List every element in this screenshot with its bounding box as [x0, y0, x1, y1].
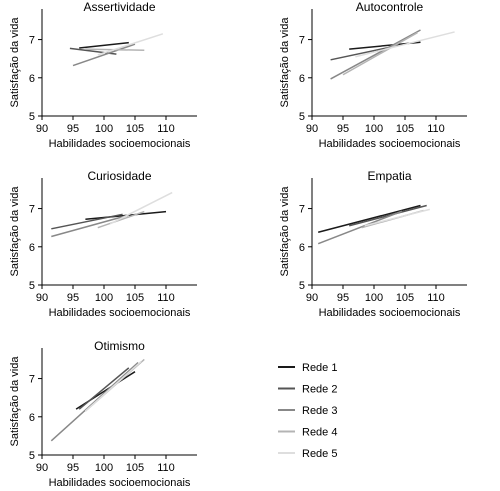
legend-label: Rede 5 [302, 448, 337, 460]
y-axis-title: Satisfação da vida [9, 17, 21, 108]
series-line-rede-5 [355, 31, 455, 58]
panel-title: Autocontrole [356, 0, 424, 14]
x-tick-label: 100 [95, 123, 113, 135]
x-tick-label: 100 [365, 123, 383, 135]
x-axis-title: Habilidades socioemocionais [49, 307, 191, 319]
series-line-rede-4 [97, 210, 145, 229]
y-tick-label: 6 [299, 242, 305, 254]
series-line-rede-5 [109, 191, 173, 225]
series-line-rede-3 [51, 214, 129, 238]
x-tick-label: 90 [36, 292, 48, 304]
x-tick-label: 90 [36, 462, 48, 474]
series-line-rede-5 [364, 208, 430, 227]
x-tick-label: 110 [157, 292, 175, 304]
x-tick-label: 95 [67, 462, 79, 474]
legend-label: Rede 3 [302, 405, 337, 417]
y-tick-label: 7 [299, 35, 305, 47]
x-tick-label: 100 [95, 462, 113, 474]
x-axis-title: Habilidades socioemocionais [319, 307, 461, 319]
panel-5: 90 95 100 105 110 5 6 7 Otimismo Habilidades soci… [9, 339, 197, 489]
legend-item: Rede 1 [278, 362, 337, 374]
legend-label: Rede 2 [302, 384, 337, 396]
x-tick-label: 105 [126, 462, 144, 474]
series-line-rede-4 [342, 32, 418, 76]
x-tick-label: 105 [396, 292, 414, 304]
x-tick-label: 110 [427, 123, 445, 135]
y-tick-label: 6 [29, 412, 35, 424]
chart-legend: Rede 1 Rede 2 Rede 3 Rede 4 Rede 5 [278, 362, 337, 460]
panel-title: Assertividade [83, 0, 155, 14]
x-tick-label: 95 [337, 292, 349, 304]
y-tick-label: 5 [299, 280, 305, 292]
x-tick-label: 110 [157, 123, 175, 135]
panel-2: 90 95 100 105 110 5 6 7 Autocontrole Habilidades … [279, 0, 467, 150]
panel-4: 90 95 100 105 110 5 6 7 Empatia Habilidades socio… [279, 169, 467, 319]
y-axis-title: Satisfação da vida [9, 186, 21, 277]
y-axis-title: Satisfação da vida [279, 186, 291, 277]
x-tick-label: 90 [36, 123, 48, 135]
x-axis-title: Habilidades socioemocionais [49, 138, 191, 150]
series-line-rede-5 [97, 33, 164, 56]
y-tick-label: 6 [29, 242, 35, 254]
y-tick-label: 7 [29, 204, 35, 216]
series-line-rede-3 [317, 210, 403, 245]
y-tick-label: 5 [29, 280, 35, 292]
series-line-rede-1 [79, 41, 129, 49]
chart-panels: 90 95 100 105 110 5 6 7 Assertividade Habilidades… [9, 0, 467, 489]
series-line-rede-5 [84, 360, 142, 412]
series-line-rede-2 [51, 213, 123, 230]
series-line-rede-3 [50, 361, 139, 442]
legend-item: Rede 4 [278, 427, 337, 439]
x-tick-label: 90 [306, 292, 318, 304]
x-tick-label: 100 [365, 292, 383, 304]
y-tick-label: 5 [299, 111, 305, 123]
y-axis-title: Satisfação da vida [9, 356, 21, 447]
series-line-rede-2 [349, 204, 427, 227]
panel-title: Otimismo [94, 339, 145, 353]
y-axis-title: Satisfação da vida [279, 17, 291, 108]
x-tick-label: 105 [126, 292, 144, 304]
legend-label: Rede 1 [302, 362, 337, 374]
legend-item: Rede 3 [278, 405, 337, 417]
x-tick-label: 110 [427, 292, 445, 304]
panel-title: Curiosidade [87, 169, 151, 183]
x-tick-label: 105 [126, 123, 144, 135]
y-tick-label: 5 [29, 450, 35, 462]
x-tick-label: 95 [67, 292, 79, 304]
series-line-rede-2 [78, 367, 130, 410]
x-tick-label: 100 [95, 292, 113, 304]
legend-item: Rede 5 [278, 448, 337, 460]
series-line-rede-3 [72, 43, 136, 67]
x-tick-label: 95 [67, 123, 79, 135]
y-tick-label: 7 [299, 204, 305, 216]
y-tick-label: 7 [29, 35, 35, 47]
x-tick-label: 95 [337, 123, 349, 135]
legend-label: Rede 4 [302, 427, 337, 439]
y-tick-label: 6 [29, 73, 35, 85]
y-tick-label: 5 [29, 111, 35, 123]
x-tick-label: 110 [157, 462, 175, 474]
x-axis-title: Habilidades socioemocionais [319, 138, 461, 150]
y-tick-label: 6 [299, 73, 305, 85]
legend-item: Rede 2 [278, 384, 337, 396]
x-tick-label: 90 [306, 123, 318, 135]
y-tick-label: 7 [29, 374, 35, 386]
series-line-rede-1 [318, 204, 421, 233]
x-axis-title: Habilidades socioemocionais [49, 477, 191, 489]
x-tick-label: 105 [396, 123, 414, 135]
series-line-rede-3 [330, 29, 421, 80]
panel-1: 90 95 100 105 110 5 6 7 Assertividade Habilidades… [9, 0, 197, 150]
panel-3: 90 95 100 105 110 5 6 7 Curiosidade Habilidades s… [9, 169, 197, 319]
panel-title: Empatia [367, 169, 411, 183]
